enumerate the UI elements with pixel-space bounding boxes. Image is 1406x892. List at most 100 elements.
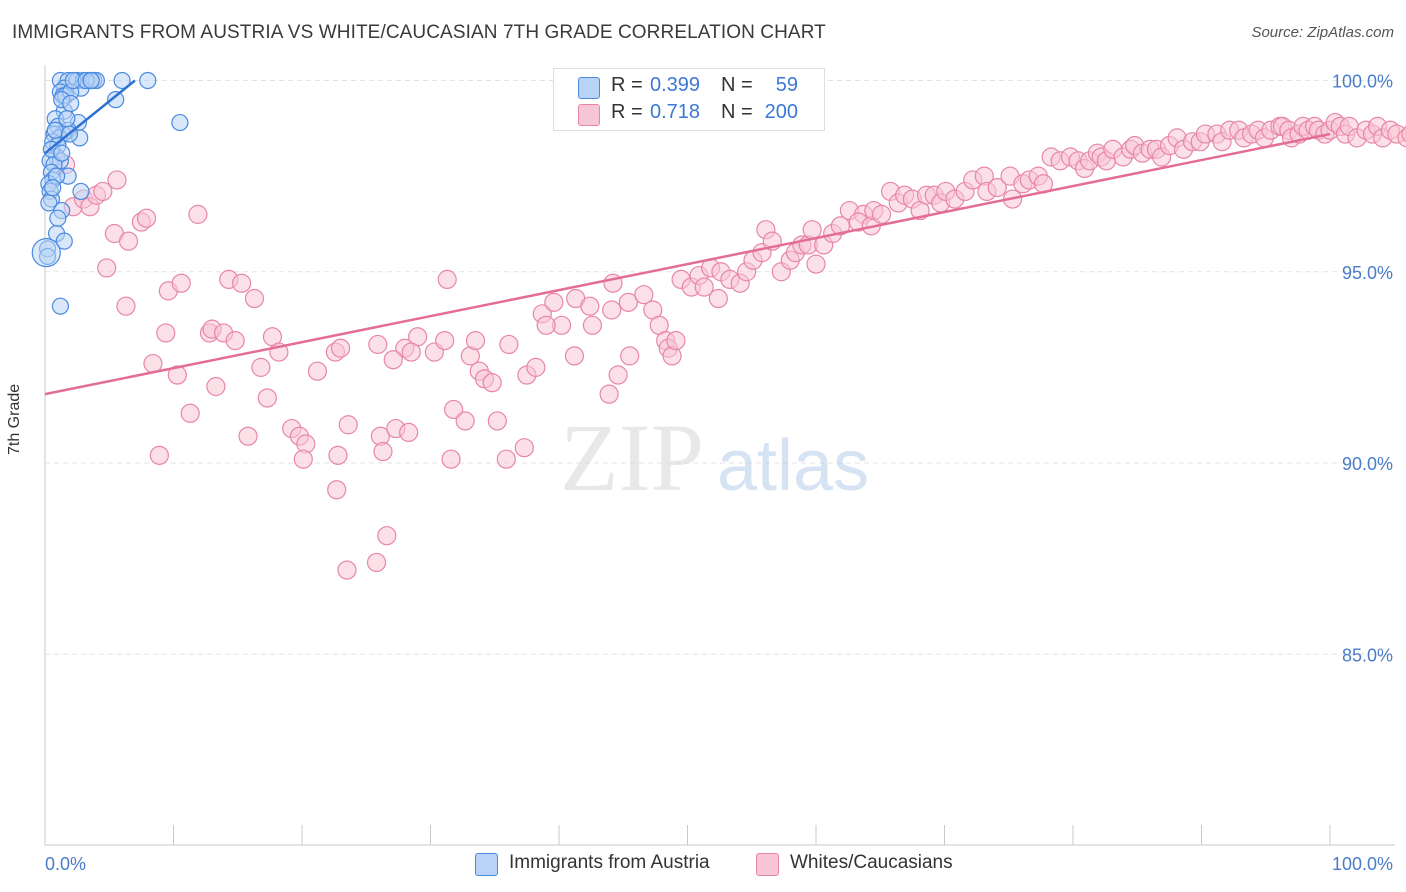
axes <box>44 65 1395 846</box>
point-whites <box>435 331 455 351</box>
tick-labels: 85.0% 90.0% 95.0% 100.0% 0.0% 100.0% <box>45 72 1393 875</box>
point-whites <box>93 181 113 202</box>
point-whites <box>257 388 277 408</box>
point-whites <box>618 292 638 312</box>
point-whites <box>337 560 357 580</box>
point-whites <box>338 415 358 435</box>
y-tick-label: 100.0% <box>1332 72 1393 92</box>
legend-r-value: 0.399 <box>650 74 701 96</box>
point-whites <box>107 170 127 190</box>
point-whites <box>487 411 507 431</box>
point-whites <box>116 296 136 316</box>
point-austria <box>107 91 125 109</box>
point-whites <box>244 288 265 309</box>
y-tick-label: 85.0% <box>1342 645 1393 665</box>
bottom-legend-swatch-austria <box>475 853 498 876</box>
point-austria <box>62 94 80 113</box>
point-whites <box>293 449 313 469</box>
legend-swatch-whites <box>578 104 600 126</box>
point-whites <box>580 296 600 316</box>
point-whites <box>368 334 388 355</box>
point-austria <box>46 121 64 139</box>
point-whites <box>399 422 419 442</box>
x-tick-label: 0.0% <box>45 854 86 874</box>
legend-r-label: R = <box>611 101 643 123</box>
point-whites <box>582 315 603 335</box>
point-whites <box>377 526 397 546</box>
point-whites <box>620 346 640 366</box>
point-whites <box>327 480 347 500</box>
point-whites <box>514 438 534 458</box>
point-austria <box>53 144 71 162</box>
point-whites <box>366 552 387 573</box>
point-austria <box>51 297 70 315</box>
point-whites <box>328 445 348 465</box>
y-tick-label: 90.0% <box>1342 454 1393 474</box>
point-whites <box>465 331 486 351</box>
trendline-austria <box>44 79 136 155</box>
point-whites <box>830 216 851 236</box>
point-austria <box>31 238 61 268</box>
point-whites <box>482 373 502 393</box>
gridlines <box>45 80 1395 655</box>
point-whites <box>987 178 1007 198</box>
x-tick-label: 100.0% <box>1332 854 1393 874</box>
point-whites <box>602 300 622 320</box>
trendline-whites <box>44 132 1331 396</box>
point-whites <box>871 204 892 224</box>
point-austria <box>113 71 131 90</box>
source-label: Source: ZipAtlas.com <box>1251 24 1394 41</box>
point-austria <box>82 71 100 90</box>
point-whites <box>666 331 686 351</box>
whites-caucasians-points <box>55 112 1406 580</box>
point-whites <box>608 365 628 385</box>
point-austria <box>49 209 67 227</box>
point-whites <box>444 399 464 420</box>
point-whites <box>118 231 139 251</box>
point-whites <box>536 315 556 335</box>
bottom-legend-swatch-whites <box>756 853 779 876</box>
point-whites <box>437 269 457 289</box>
point-whites <box>1401 125 1406 143</box>
y-tick-label: 95.0% <box>1342 263 1393 283</box>
bottom-legend-label-whites: Whites/Caucasians <box>790 852 953 873</box>
point-whites <box>383 350 403 370</box>
point-whites <box>544 292 564 312</box>
point-whites <box>171 273 191 293</box>
point-austria <box>72 182 90 201</box>
point-whites <box>167 365 187 385</box>
point-austria <box>139 71 157 90</box>
watermark-zip: ZIP <box>560 404 704 511</box>
point-whites <box>149 445 169 465</box>
point-whites <box>599 384 619 404</box>
point-whites <box>708 288 728 309</box>
correlation-legend: R = 0.399 N = 59 R = 0.718 N = 200 <box>553 68 825 131</box>
point-austria <box>55 232 73 250</box>
point-whites <box>526 357 546 377</box>
chart-title: IMMIGRANTS FROM AUSTRIA VS WHITE/CAUCASI… <box>12 22 826 43</box>
point-whites <box>238 426 258 446</box>
point-whites <box>806 254 826 274</box>
point-whites <box>330 338 351 358</box>
legend-swatch-austria <box>578 77 600 99</box>
point-whites <box>496 449 516 469</box>
legend-r-label: R = <box>611 74 643 96</box>
legend-n-value: 59 <box>775 74 798 96</box>
point-whites <box>499 334 519 355</box>
point-whites <box>156 323 176 343</box>
point-austria <box>44 179 62 197</box>
point-whites <box>188 204 208 224</box>
point-whites <box>441 449 461 469</box>
point-whites <box>373 441 393 462</box>
legend-n-value: 200 <box>764 101 798 123</box>
watermark: ZIP atlas <box>560 404 869 511</box>
trendlines <box>44 79 1331 396</box>
point-whites <box>694 277 714 297</box>
legend-r-value: 0.718 <box>650 101 701 123</box>
point-whites <box>97 258 117 278</box>
point-austria <box>171 113 189 132</box>
point-whites <box>802 220 822 240</box>
point-whites <box>401 342 421 362</box>
point-whites <box>251 357 271 377</box>
y-axis-label: 7th Grade <box>6 383 23 455</box>
